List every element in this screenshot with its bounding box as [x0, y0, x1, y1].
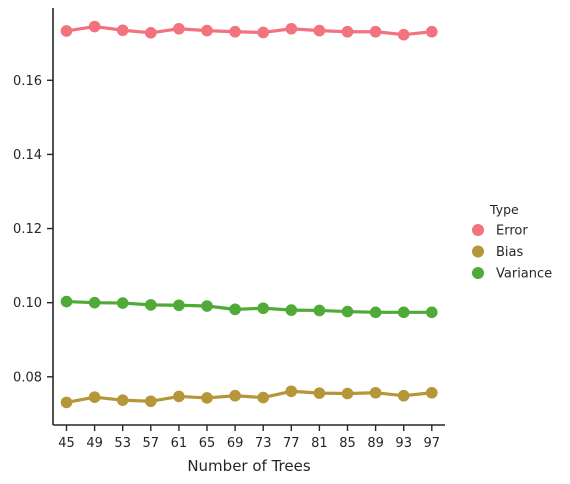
data-point	[201, 300, 213, 312]
y-tick-label: 0.12	[13, 222, 42, 237]
x-tick-label: 97	[424, 436, 441, 451]
data-point	[229, 25, 241, 38]
legend-item: Error	[472, 224, 528, 239]
data-point	[145, 27, 157, 39]
x-tick-label: 61	[171, 436, 188, 451]
data-point	[173, 299, 185, 312]
legend-marker	[472, 267, 484, 279]
series-error	[60, 20, 438, 41]
data-point	[88, 391, 101, 404]
legend-title: Type	[489, 202, 519, 217]
x-tick-label: 77	[283, 436, 300, 451]
x-tick-label: 49	[86, 436, 103, 451]
data-point	[313, 304, 326, 317]
data-point	[369, 386, 382, 399]
data-point	[229, 303, 241, 316]
y-tick-label: 0.08	[13, 370, 42, 385]
legend-item: Variance	[472, 267, 552, 282]
data-point	[201, 24, 213, 37]
data-point	[173, 390, 185, 403]
data-point	[60, 295, 73, 308]
data-point	[201, 392, 213, 404]
x-tick-label: 81	[311, 436, 328, 451]
data-point	[426, 25, 438, 38]
data-point	[369, 25, 382, 38]
legend-item: Bias	[472, 245, 523, 260]
series-bias	[60, 385, 438, 409]
data-point	[145, 299, 157, 311]
data-point	[229, 389, 241, 402]
data-point	[257, 391, 270, 404]
x-tick-label: 85	[339, 436, 356, 451]
data-point	[285, 304, 298, 316]
data-point	[313, 24, 326, 37]
data-point	[426, 386, 438, 399]
data-point	[341, 305, 354, 318]
data-point	[88, 296, 101, 309]
data-point	[369, 306, 382, 319]
x-tick-label: 69	[227, 436, 244, 451]
legend-marker	[472, 224, 484, 236]
y-tick-label: 0.10	[13, 296, 42, 311]
data-point	[313, 387, 326, 399]
y-tick-label: 0.16	[13, 74, 42, 89]
x-tick-label: 45	[58, 436, 75, 451]
data-point	[60, 25, 73, 37]
data-point	[257, 26, 270, 39]
data-point	[285, 22, 298, 35]
legend: Type Error Bias Variance	[472, 202, 552, 282]
y-tick-label: 0.14	[13, 148, 42, 163]
data-point	[397, 306, 410, 319]
data-point	[257, 302, 270, 315]
data-point	[341, 387, 354, 400]
data-point	[60, 396, 73, 409]
legend-label: Error	[496, 224, 528, 239]
data-point	[88, 20, 101, 33]
data-point	[397, 28, 410, 41]
legend-label: Variance	[496, 267, 552, 282]
x-tick-label: 89	[367, 436, 384, 451]
x-tick-label: 53	[114, 436, 131, 451]
legend-label: Bias	[496, 245, 523, 260]
x-tick-label: 65	[199, 436, 216, 451]
data-point	[285, 385, 298, 398]
axes: 0.08 0.10 0.12 0.14 0.16 45 49 53 57 61 65 69 73 77 81…	[13, 8, 445, 451]
data-point	[116, 24, 129, 37]
data-point	[341, 25, 354, 38]
legend-marker	[472, 245, 484, 258]
x-tick-label: 73	[255, 436, 272, 451]
x-tick-label: 57	[143, 436, 160, 451]
data-point	[145, 395, 157, 408]
data-point	[116, 297, 129, 309]
data-point	[397, 389, 410, 402]
x-axis-title: Number of Trees	[187, 457, 311, 475]
data-point	[173, 22, 185, 35]
series-layer	[60, 20, 438, 409]
data-point	[116, 394, 129, 406]
x-tick-label: 93	[395, 436, 412, 451]
data-point	[426, 306, 438, 319]
series-variance	[60, 295, 438, 319]
